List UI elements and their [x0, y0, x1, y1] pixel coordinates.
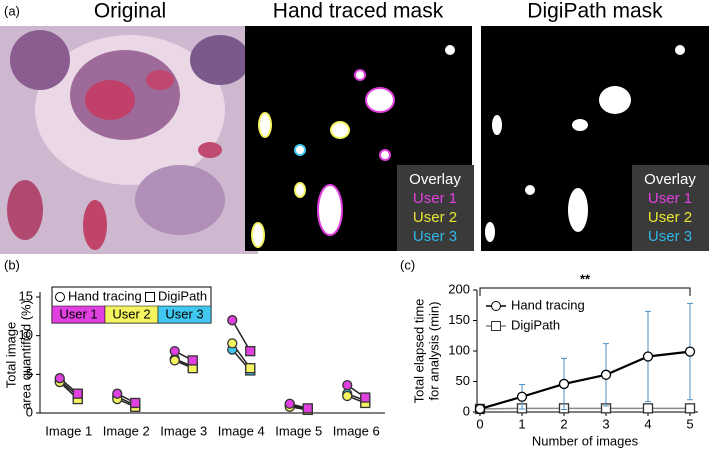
panel-c: (c) Total elapsed time for analysis (min) N…	[400, 257, 698, 448]
x-tick-label: 0	[476, 416, 483, 431]
marker	[642, 403, 654, 414]
legend-marker	[55, 292, 65, 302]
marker	[245, 345, 256, 357]
marker	[360, 392, 371, 403]
marker	[187, 355, 198, 366]
x-axis-label: Number of images	[532, 433, 639, 448]
marker	[342, 390, 353, 402]
marker	[284, 398, 295, 409]
x-tick-label: 3	[602, 416, 609, 431]
original-image	[0, 26, 258, 254]
series-line	[479, 350, 691, 411]
legend-label: User 1	[59, 306, 97, 321]
marker	[54, 373, 65, 384]
y-axis-label: for analysis (min)	[426, 302, 441, 401]
marker	[169, 345, 180, 357]
annotation: **	[580, 271, 591, 286]
overlay-box	[397, 165, 474, 251]
panel-label: (a)	[4, 3, 20, 18]
x-tick-label: 1	[518, 416, 525, 431]
y-tick-label: 5	[26, 366, 33, 381]
marker	[227, 338, 238, 349]
x-tick-label: Image 2	[103, 423, 150, 438]
x-tick-label: 4	[644, 416, 651, 431]
y-tick-label: 150	[448, 312, 470, 327]
image-title: Hand traced mask	[273, 0, 444, 23]
legend-label: User 2	[112, 306, 150, 321]
marker	[474, 403, 486, 415]
y-tick-label: 15	[19, 288, 33, 303]
y-axis-label: area quantified (%)	[18, 300, 33, 410]
overlay-entry: User 1	[413, 190, 457, 207]
x-tick-label: Image 5	[275, 423, 322, 438]
panel-label: (c)	[400, 257, 415, 272]
overlay-entry: User 2	[648, 209, 692, 226]
y-tick-label: 0	[463, 403, 470, 418]
y-axis-label: Total image	[3, 322, 18, 388]
series-line	[479, 407, 690, 410]
marker	[72, 388, 83, 399]
y-tick-label: 200	[448, 281, 470, 296]
panel-label: (b)	[4, 257, 20, 272]
image-title: DigiPath mask	[527, 0, 663, 23]
overlay-entry: User 1	[648, 190, 692, 207]
marker	[169, 355, 180, 366]
overlay-entry: User 3	[413, 228, 457, 245]
marker	[342, 380, 353, 391]
marker	[558, 378, 570, 390]
legend-marker	[145, 292, 155, 302]
x-tick-label: Image 6	[333, 423, 380, 438]
marker	[245, 362, 256, 374]
x-tick-label: 5	[686, 416, 693, 431]
marker	[130, 397, 141, 409]
x-tick-label: Image 3	[160, 423, 207, 438]
marker	[516, 391, 528, 402]
marker	[684, 346, 696, 357]
legend-label: Hand tracing	[68, 288, 142, 303]
panel-b: (b) Total image area quantified (%)0 5 10 15 I…	[3, 257, 385, 438]
y-tick-label: 0	[26, 404, 33, 419]
bracket	[479, 287, 691, 296]
marker	[227, 315, 238, 326]
image-title: Original	[94, 0, 166, 23]
y-tick-label: 10	[19, 327, 33, 342]
overlay-box	[632, 165, 709, 251]
x-tick-label: Image 4	[218, 423, 265, 438]
x-tick-label: Image 1	[45, 423, 92, 438]
legend-marker	[491, 301, 501, 311]
pair-line	[231, 319, 251, 352]
overlay-entry: User 2	[413, 209, 457, 226]
overlay-legends: Overlay User 1 User 2 User 3 Overlay User 1 Us…	[397, 165, 709, 251]
x-tick-label: 2	[560, 416, 567, 431]
marker	[112, 388, 123, 399]
marker	[684, 403, 696, 414]
y-tick-label: 50	[456, 373, 470, 388]
legend-marker	[491, 321, 501, 331]
overlay-title: Overlay	[409, 171, 461, 188]
legend-label: Hand tracing	[511, 297, 585, 312]
overlay-title: Overlay	[644, 171, 696, 188]
marker	[642, 351, 654, 362]
marker	[600, 369, 612, 380]
y-axis-label: Total elapsed time	[411, 299, 426, 404]
legend-label: DigiPath	[511, 317, 560, 332]
legend-label: User 3	[165, 306, 203, 321]
marker	[302, 403, 313, 414]
overlay-entry: User 3	[648, 228, 692, 245]
legend-swatch	[157, 305, 212, 324]
legend-label: DigiPath	[158, 288, 207, 303]
y-tick-label: 100	[448, 342, 470, 357]
